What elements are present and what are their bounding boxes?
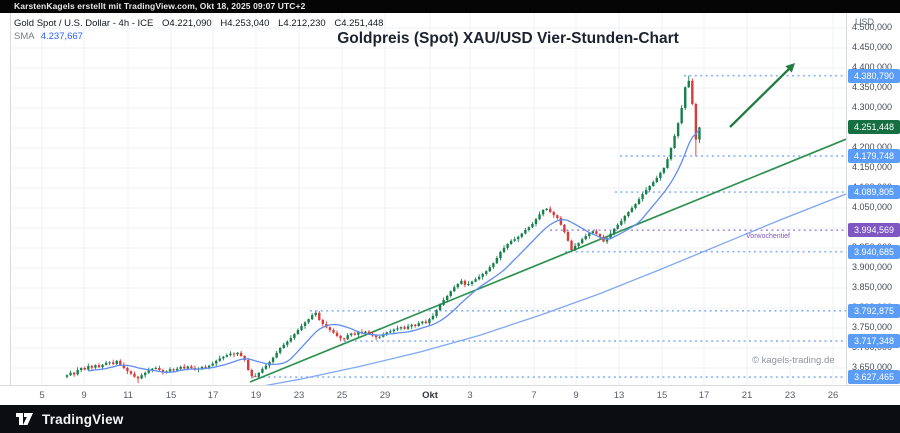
chart-legend[interactable]: Gold Spot / U.S. Dollar - 4h - ICE O4.22… bbox=[14, 18, 383, 42]
level-price-tag: 3.994,569 bbox=[848, 223, 900, 238]
time-axis-label: 13 bbox=[613, 390, 625, 401]
chart-area[interactable]: Gold Spot / U.S. Dollar - 4h - ICE O4.22… bbox=[0, 13, 846, 385]
slow-ma-line[interactable] bbox=[248, 193, 846, 385]
time-axis-label: 3 bbox=[467, 390, 473, 401]
time-axis-label: 19 bbox=[250, 390, 262, 401]
price-axis-label: 4.450,000 bbox=[852, 42, 893, 52]
time-axis-label: 23 bbox=[293, 390, 305, 401]
price-axis-label: 4.050,000 bbox=[852, 202, 893, 212]
time-axis-label: 17 bbox=[698, 390, 710, 401]
gridlines bbox=[10, 13, 846, 385]
level-price-tag: 3.717,348 bbox=[848, 334, 900, 349]
legend-close: C4.251,448 bbox=[334, 18, 384, 29]
sma-value: 4.237,667 bbox=[40, 31, 83, 42]
price-axis-panel[interactable]: USD 4.500,000 4.450,000 4.400,000 4.350,000… bbox=[846, 13, 900, 385]
attribution-text: KarstenKagels erstellt mit TradingView.c… bbox=[14, 1, 306, 11]
vorwochentief-level-label: Vorwochentief bbox=[746, 233, 790, 240]
support-resistance-levels[interactable] bbox=[252, 74, 846, 378]
time-axis-label: 21 bbox=[741, 390, 753, 401]
time-axis-panel[interactable]: 5 9 11 15 17 19 23 25 29 Okt 3 7 9 13 15 17 21 23 26 bbox=[0, 385, 900, 405]
time-axis-label: 7 bbox=[531, 390, 537, 401]
last-price-tag: 4.251,448 bbox=[848, 120, 900, 135]
candlestick-chart-canvas[interactable] bbox=[0, 13, 846, 385]
level-price-tag: 3.627,465 bbox=[848, 370, 900, 384]
time-axis-label: 29 bbox=[379, 390, 391, 401]
legend-open: O4.221,090 bbox=[162, 18, 212, 29]
level-price-tag: 4.380,790 bbox=[848, 68, 900, 83]
level-price-tag: 4.089,805 bbox=[848, 185, 900, 200]
price-axis-currency-label: USD bbox=[855, 17, 875, 27]
price-axis-label: 3.650,000 bbox=[852, 362, 893, 372]
legend-high: H4.253,040 bbox=[220, 18, 270, 29]
time-axis-label: Okt bbox=[422, 390, 438, 401]
tradingview-footer-bar: TradingView bbox=[0, 405, 900, 433]
tradingview-logo-icon[interactable] bbox=[16, 412, 34, 426]
time-axis-label: 5 bbox=[39, 390, 45, 401]
price-axis-label: 4.350,000 bbox=[852, 82, 893, 92]
chart-title: Goldpreis (Spot) XAU/USD Vier-Stunden-Ch… bbox=[337, 30, 679, 47]
price-axis-label: 4.200,000 bbox=[852, 142, 893, 152]
tradingview-brand-text[interactable]: TradingView bbox=[42, 411, 124, 427]
price-axis-label: 3.750,000 bbox=[852, 322, 893, 332]
price-axis-label: 3.900,000 bbox=[852, 262, 893, 272]
time-axis-label: 23 bbox=[784, 390, 796, 401]
legend-symbol: Gold Spot / U.S. Dollar - 4h - ICE bbox=[14, 18, 154, 29]
level-price-tag: 3.940,685 bbox=[848, 244, 900, 259]
legend-low: L4.212,230 bbox=[278, 18, 326, 29]
price-axis-label: 4.400,000 bbox=[852, 62, 893, 72]
price-axis-label: 4.150,000 bbox=[852, 162, 893, 172]
legend-sma-row[interactable]: SMA 4.237,667 bbox=[14, 31, 383, 42]
watermark-copyright: © kagels-trading.de bbox=[752, 355, 835, 366]
time-axis-label: 26 bbox=[827, 390, 839, 401]
time-axis-label: 17 bbox=[207, 390, 219, 401]
price-axis-label: 4.300,000 bbox=[852, 102, 893, 112]
time-axis-label: 9 bbox=[81, 390, 87, 401]
time-axis-label: 25 bbox=[336, 390, 348, 401]
trend-line[interactable] bbox=[249, 138, 846, 383]
time-axis-label: 15 bbox=[165, 390, 177, 401]
price-axis-label: 3.850,000 bbox=[852, 282, 893, 292]
sma-line[interactable] bbox=[88, 129, 700, 374]
attribution-bar: KarstenKagels erstellt mit TradingView.c… bbox=[0, 0, 900, 13]
time-axis-label: 11 bbox=[123, 390, 133, 401]
legend-symbol-row[interactable]: Gold Spot / U.S. Dollar - 4h - ICE O4.22… bbox=[14, 18, 383, 29]
projection-arrow[interactable] bbox=[729, 63, 795, 128]
sma-label: SMA bbox=[14, 31, 35, 42]
level-price-tag: 4.179,748 bbox=[848, 149, 900, 164]
price-axis-label: 4.500,000 bbox=[852, 22, 893, 32]
time-axis-label: 15 bbox=[656, 390, 668, 401]
time-axis-label: 9 bbox=[573, 390, 579, 401]
level-price-tag: 3.792,875 bbox=[848, 303, 900, 318]
